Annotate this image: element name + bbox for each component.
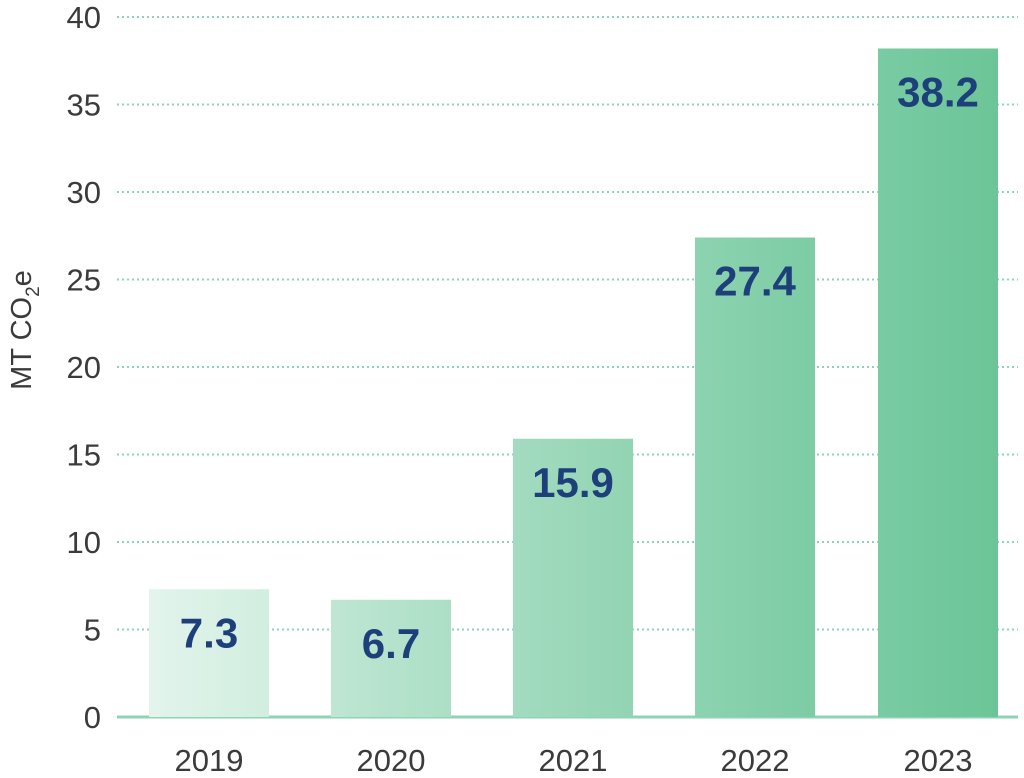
y-axis-title-group: MT CO2e	[6, 270, 44, 390]
bar-2022	[695, 237, 815, 717]
x-tick-label: 2021	[539, 743, 608, 778]
y-tick-label: 20	[67, 350, 101, 385]
y-axis-title-suffix: e	[6, 270, 38, 286]
x-axis-labels: 2019 2020 2021 2022 2023	[175, 743, 973, 778]
x-tick-label: 2020	[357, 743, 426, 778]
bars: 7.3 6.7 15.9 27.4 38.2	[149, 48, 998, 717]
bar-value-label: 15.9	[532, 459, 614, 506]
y-tick-label: 15	[67, 438, 101, 473]
bar-value-label: 27.4	[714, 258, 796, 305]
bar-value-label: 6.7	[362, 620, 420, 667]
bar-2021	[513, 438, 633, 717]
y-tick-label: 5	[84, 613, 101, 648]
bar-2019	[149, 589, 269, 717]
y-tick-label: 25	[67, 263, 101, 298]
x-tick-label: 2019	[175, 743, 244, 778]
y-axis-title-subscript: 2	[23, 286, 44, 297]
y-axis-title-main: MT CO	[6, 297, 38, 390]
x-tick-label: 2023	[904, 743, 973, 778]
bar-2023	[878, 48, 998, 717]
y-axis-title: MT CO2e	[6, 270, 44, 390]
y-tick-label: 40	[67, 0, 101, 35]
y-tick-label: 35	[67, 88, 101, 123]
y-tick-label: 30	[67, 175, 101, 210]
bar-value-label: 7.3	[180, 609, 238, 656]
y-tick-label: 0	[84, 700, 101, 735]
x-tick-label: 2022	[721, 743, 790, 778]
y-tick-label: 10	[67, 525, 101, 560]
y-axis-ticks: 0 5 10 15 20 25 30 35 40	[67, 0, 101, 735]
bar-value-label: 38.2	[897, 69, 979, 116]
bar-2020	[331, 599, 451, 717]
